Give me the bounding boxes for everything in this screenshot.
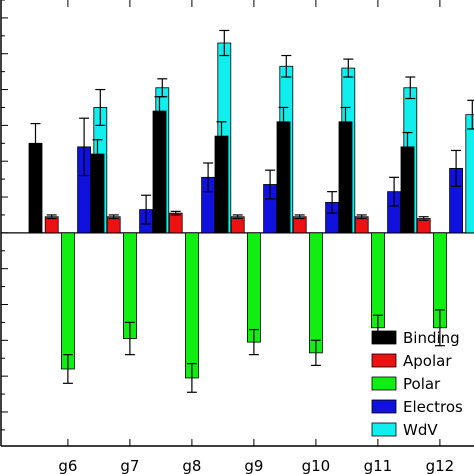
bar-apolar-g8 (168, 212, 183, 234)
legend-swatch-binding (371, 330, 397, 345)
x-tick-label-g6: g6 (58, 457, 77, 474)
x-tick-label-g8: g8 (182, 457, 201, 474)
legend-swatch-electros (371, 399, 397, 414)
x-tick-label-g7: g7 (120, 457, 139, 474)
legend-label-apolar: Apolar (403, 352, 452, 370)
legend-swatch-apolar (371, 353, 397, 368)
bars (28, 29, 474, 393)
legend-label-wdv: WdV (403, 421, 438, 439)
legend-label-polar: Polar (403, 375, 441, 393)
bar-apolar-g9 (230, 216, 245, 234)
legend-swatch-wdv (371, 422, 397, 437)
x-tick-label-g9: g9 (244, 457, 263, 474)
legend-label-electros: Electros (403, 398, 463, 416)
legend-swatch-polar (371, 376, 397, 391)
x-tick-label-g12: g12 (426, 457, 455, 474)
bar-polar-g9 (246, 232, 261, 343)
x-tick-label-g10: g10 (302, 457, 331, 474)
bar-polar-g8 (184, 232, 199, 379)
bar-binding-g8 (152, 110, 167, 234)
bar-apolar-g6 (44, 216, 59, 234)
legend-label-binding: Binding (403, 329, 460, 347)
bar-polar-g10 (308, 232, 323, 354)
bar-polar-g11 (370, 232, 385, 329)
legend: Binding Apolar Polar Electros WdV (371, 329, 463, 439)
bar-polar-g6 (61, 232, 75, 370)
x-tick-label-g11: g11 (364, 457, 393, 474)
bar-binding-g11 (338, 121, 353, 234)
bar-apolar-g7 (106, 216, 121, 234)
bar-apolar-g11 (354, 216, 369, 234)
bar-binding-g10 (276, 121, 291, 234)
bar-apolar-g10 (292, 216, 307, 234)
bar-wdv-g12 (465, 114, 474, 234)
